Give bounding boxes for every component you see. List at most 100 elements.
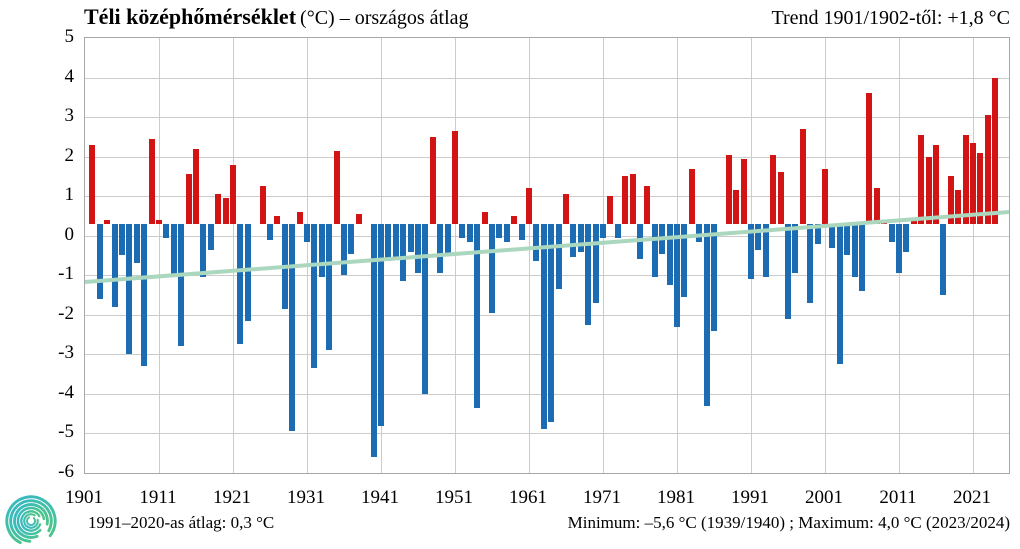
y-tick-label: 0 bbox=[64, 223, 75, 245]
y-tick-label: -2 bbox=[58, 302, 74, 324]
cold-winter-bar bbox=[207, 223, 214, 250]
cold-winter-bar bbox=[400, 223, 407, 282]
min-max-note: Minimum: –5,6 °C (1939/1940) ; Maximum: … bbox=[567, 513, 1010, 532]
x-tick-label: 1941 bbox=[361, 487, 399, 508]
warm-winter-bar bbox=[429, 136, 436, 224]
warm-winter-bar bbox=[104, 219, 111, 224]
y-tick-label: 1 bbox=[64, 184, 75, 206]
h-gridline bbox=[85, 275, 1009, 277]
warm-winter-bar bbox=[821, 168, 829, 224]
trend-annotation: Trend 1901/1902-től: +1,8 °C bbox=[771, 7, 1010, 29]
cold-winter-bar bbox=[118, 223, 126, 256]
warm-winter-bar bbox=[222, 198, 229, 224]
cold-winter-bar bbox=[533, 223, 540, 262]
cold-winter-bar bbox=[377, 223, 385, 426]
x-tick-label: 1991 bbox=[731, 487, 769, 508]
baseline-note: 1991–2020-as átlag: 0,3 °C bbox=[88, 513, 275, 532]
y-tick-label: -3 bbox=[58, 342, 74, 364]
cold-winter-bar bbox=[437, 223, 444, 274]
v-gridline bbox=[825, 38, 826, 473]
cold-winter-bar bbox=[755, 223, 762, 250]
v-gridline bbox=[159, 38, 160, 473]
x-tick-label: 2001 bbox=[805, 487, 843, 508]
h-gridline bbox=[85, 117, 1009, 119]
v-gridline bbox=[973, 38, 974, 473]
warm-winter-bar bbox=[185, 174, 192, 224]
x-tick-label: 2021 bbox=[953, 487, 991, 508]
cold-winter-bar bbox=[792, 223, 799, 274]
warm-winter-bar bbox=[925, 156, 932, 224]
cold-winter-bar bbox=[133, 223, 140, 264]
x-tick-label: 1981 bbox=[657, 487, 695, 508]
cold-winter-bar bbox=[829, 223, 836, 248]
cold-winter-bar bbox=[903, 223, 910, 252]
cold-winter-bar bbox=[340, 223, 348, 276]
cold-winter-bar bbox=[244, 223, 251, 321]
y-tick-label: 4 bbox=[64, 65, 75, 87]
warm-winter-bar bbox=[866, 93, 873, 224]
h-gridline bbox=[85, 393, 1009, 395]
warm-winter-bar bbox=[688, 168, 695, 224]
cold-winter-bar bbox=[126, 223, 133, 355]
cold-winter-bar bbox=[289, 223, 296, 432]
y-tick-label: -6 bbox=[58, 461, 74, 482]
cold-winter-bar bbox=[599, 223, 607, 238]
warm-winter-bar bbox=[192, 148, 200, 224]
cold-winter-bar bbox=[163, 223, 170, 238]
cold-winter-bar bbox=[178, 223, 185, 347]
cold-winter-bar bbox=[170, 223, 177, 278]
cold-winter-bar bbox=[540, 223, 547, 430]
cold-winter-bar bbox=[488, 223, 496, 313]
h-gridline bbox=[85, 77, 1009, 79]
cold-winter-bar bbox=[703, 223, 710, 406]
warm-winter-bar bbox=[984, 115, 991, 224]
warm-winter-bar bbox=[770, 154, 777, 224]
v-gridline bbox=[307, 38, 308, 473]
cold-winter-bar bbox=[496, 223, 503, 238]
warm-winter-bar bbox=[229, 164, 237, 224]
cold-winter-bar bbox=[414, 223, 422, 274]
y-tick-label: -5 bbox=[58, 421, 74, 443]
warm-winter-bar bbox=[481, 212, 488, 224]
x-tick-label: 1971 bbox=[583, 487, 621, 508]
warm-winter-bar bbox=[511, 215, 518, 224]
warm-winter-bar bbox=[962, 134, 969, 224]
warm-winter-bar bbox=[89, 144, 96, 224]
warm-winter-bar bbox=[629, 174, 636, 224]
cold-winter-bar bbox=[858, 223, 866, 292]
cold-winter-bar bbox=[807, 223, 814, 303]
cold-winter-bar bbox=[592, 223, 599, 303]
cold-winter-bar bbox=[784, 223, 792, 319]
cold-winter-bar bbox=[111, 223, 118, 307]
cold-winter-bar bbox=[237, 223, 244, 345]
cold-winter-bar bbox=[888, 223, 895, 242]
cold-winter-bar bbox=[681, 223, 688, 298]
cold-winter-bar bbox=[407, 223, 414, 252]
x-tick-label: 1931 bbox=[287, 487, 325, 508]
cold-winter-bar bbox=[814, 223, 821, 244]
warm-winter-bar bbox=[947, 176, 954, 224]
cold-winter-bar bbox=[666, 223, 673, 286]
v-gridline bbox=[455, 38, 456, 473]
cold-winter-bar bbox=[200, 223, 207, 278]
warm-winter-bar bbox=[562, 194, 570, 224]
cold-winter-bar bbox=[710, 223, 718, 331]
cold-winter-bar bbox=[651, 223, 658, 278]
warm-winter-bar bbox=[969, 142, 977, 224]
cold-winter-bar bbox=[311, 223, 318, 369]
warm-winter-bar bbox=[918, 134, 925, 224]
warm-winter-bar bbox=[525, 188, 533, 224]
cold-winter-bar bbox=[392, 223, 399, 258]
warm-winter-bar bbox=[148, 138, 155, 224]
cold-winter-bar bbox=[673, 223, 681, 327]
warm-winter-bar bbox=[622, 176, 629, 224]
h-gridline bbox=[85, 196, 1009, 198]
warm-winter-bar bbox=[992, 77, 999, 224]
cold-winter-bar bbox=[459, 223, 466, 238]
plot-area bbox=[84, 37, 1010, 474]
cold-winter-bar bbox=[614, 223, 621, 238]
x-tick-label: 1951 bbox=[435, 487, 473, 508]
cold-winter-bar bbox=[444, 223, 451, 256]
cold-winter-bar bbox=[281, 223, 288, 309]
